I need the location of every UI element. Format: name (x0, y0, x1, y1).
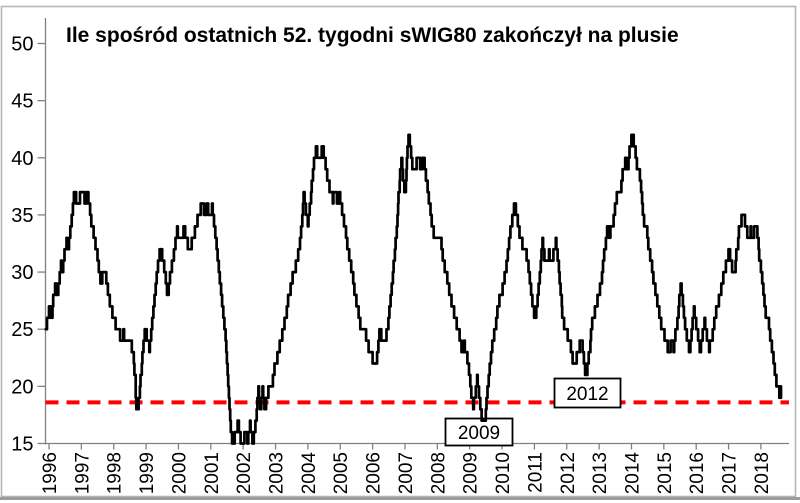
x-tick-label: 2000 (169, 452, 190, 494)
x-tick-label: 1996 (40, 452, 61, 494)
x-tick-label: 2013 (590, 452, 611, 494)
y-tick-label: 35 (11, 205, 33, 227)
annotation-label-2012: 2012 (566, 384, 608, 405)
y-tick-label: 50 (11, 34, 33, 56)
x-tick-label: 2010 (493, 452, 514, 494)
x-tick-label: 2003 (267, 452, 288, 494)
y-tick-label: 20 (11, 376, 33, 398)
series-layer (44, 133, 783, 445)
x-tick-label: 2002 (234, 452, 255, 494)
annotations-layer: 2009 2012 (444, 377, 622, 447)
swig80-series-line (44, 133, 783, 445)
annotation-box-2012 (553, 377, 622, 409)
x-tick-label: 2018 (752, 452, 773, 494)
chart-title: Ile spośród ostatnich 52. tygodni sWIG80… (66, 24, 679, 47)
y-tick-label: 45 (11, 91, 33, 113)
x-tick-label: 1997 (72, 452, 93, 494)
x-tick-label: 2015 (655, 452, 676, 494)
x-tick-label: 2005 (331, 452, 352, 494)
y-tick-label: 25 (11, 319, 33, 341)
x-tick-label: 1999 (137, 452, 158, 494)
x-tick-label: 2017 (720, 452, 741, 494)
y-tick-label: 40 (11, 148, 33, 170)
x-tick-label: 2011 (525, 452, 546, 493)
x-tick-label: 2009 (461, 452, 482, 494)
x-tick-label: 2012 (558, 452, 579, 494)
x-tick-label: 2006 (364, 452, 385, 494)
x-tick-label: 2014 (622, 452, 643, 495)
x-tick-label: 1998 (105, 452, 126, 494)
x-tick-label: 2004 (299, 452, 320, 495)
window-frame (0, 5, 800, 500)
axes: 15 20 25 30 35 40 45 50 1996 1997 1998 1999 2000 2001… (11, 18, 789, 494)
x-tick-label: 2008 (428, 452, 449, 494)
annotation-label-2009: 2009 (458, 423, 500, 444)
x-tick-label: 2007 (396, 452, 417, 494)
frame-border (0, 5, 797, 498)
x-tick-label: 2001 (202, 452, 223, 494)
x-tick-label: 2016 (687, 452, 708, 494)
y-tick-label: 15 (11, 434, 33, 456)
y-tick-label: 30 (11, 262, 33, 284)
annotation-box-2009 (444, 417, 514, 447)
